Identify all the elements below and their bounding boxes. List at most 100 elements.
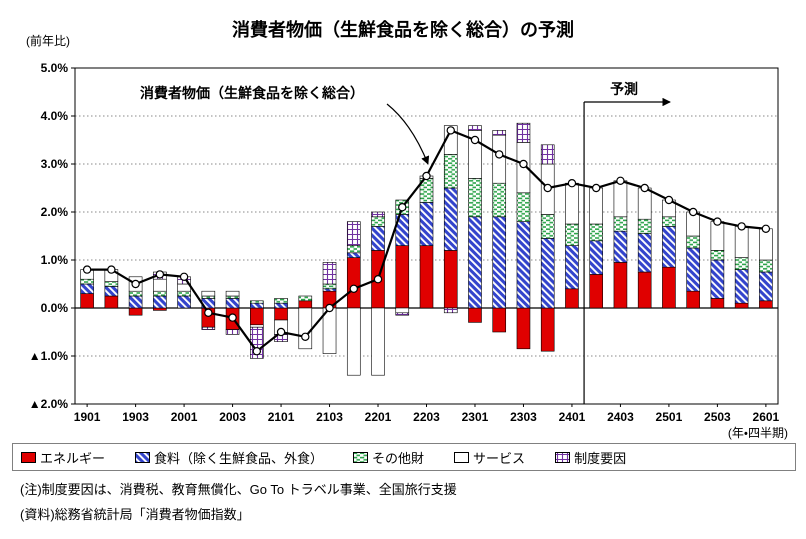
bar-other-goods bbox=[371, 216, 385, 227]
bar-food bbox=[419, 202, 434, 246]
bar-food bbox=[443, 187, 458, 251]
page-title: 消費者物価（生鮮食品を除く総合）の予測 bbox=[232, 20, 574, 40]
x-tick-label: 2503 bbox=[704, 410, 731, 424]
legend-item-services: サービス bbox=[454, 448, 525, 467]
bar-other-goods bbox=[662, 216, 676, 227]
annotation-arrow bbox=[386, 103, 430, 165]
bar-energy bbox=[128, 307, 143, 316]
cpi-line-marker bbox=[470, 135, 480, 145]
cpi-line-marker bbox=[495, 150, 504, 159]
line-annotation-label: 消費者物価（生鮮食品を除く総合） bbox=[140, 85, 364, 101]
bar-services bbox=[298, 307, 313, 350]
bar-services bbox=[565, 182, 579, 225]
cpi-line-marker bbox=[664, 195, 674, 205]
bar-other-goods bbox=[177, 290, 191, 297]
bar-other-goods bbox=[565, 223, 579, 246]
bar-policy-factors bbox=[492, 130, 507, 136]
bar-food bbox=[734, 269, 749, 304]
bar-food bbox=[322, 288, 337, 292]
bar-energy bbox=[662, 266, 676, 309]
cpi-line-marker bbox=[688, 207, 698, 217]
bar-food bbox=[250, 302, 264, 309]
bar-services bbox=[589, 187, 603, 225]
bar-energy bbox=[395, 245, 410, 309]
bar-policy-factors bbox=[395, 312, 410, 316]
x-tick-label: 2001 bbox=[171, 410, 198, 424]
cpi-line-marker bbox=[591, 183, 601, 193]
cpi-line-marker bbox=[398, 202, 407, 212]
bar-food bbox=[468, 216, 482, 309]
bar-other-goods bbox=[540, 214, 555, 239]
cpi-line-marker bbox=[519, 159, 528, 169]
x-tick-label: 2101 bbox=[268, 410, 295, 424]
bar-food bbox=[371, 226, 385, 251]
bar-food bbox=[637, 233, 652, 273]
note-source: (資料)総務省統計局「消費者物価指数」 bbox=[20, 507, 250, 522]
bar-other-goods bbox=[686, 235, 700, 249]
forecast-label: 予測 bbox=[610, 81, 638, 97]
bar-other-goods bbox=[225, 295, 240, 299]
y-tick-label: 0.0% bbox=[41, 301, 69, 315]
cpi-line-marker bbox=[373, 274, 383, 284]
bar-energy bbox=[589, 274, 603, 309]
bar-other-goods bbox=[298, 295, 313, 302]
bar-energy bbox=[492, 307, 507, 333]
x-axis-unit-label: (年・四半期) bbox=[727, 426, 788, 440]
chart-legend: エネルギー 食料（除く生鮮食品、外食） その他財 サービス 制度要因 bbox=[12, 443, 796, 471]
x-tick-label: 2303 bbox=[510, 410, 537, 424]
x-tick-label: 2003 bbox=[219, 410, 246, 424]
cpi-line-marker bbox=[761, 224, 771, 233]
bar-food bbox=[662, 226, 676, 268]
bar-other-goods bbox=[274, 298, 288, 304]
bar-services bbox=[734, 226, 749, 258]
bar-energy bbox=[274, 307, 288, 321]
bar-services bbox=[201, 290, 216, 297]
bar-services bbox=[153, 278, 167, 292]
bar-services bbox=[225, 290, 240, 297]
bar-policy-factors bbox=[322, 262, 337, 285]
bar-energy bbox=[516, 307, 531, 350]
cpi-line-marker bbox=[179, 272, 189, 281]
x-tick-label: 2301 bbox=[462, 410, 489, 424]
x-tick-label: 1901 bbox=[74, 410, 101, 424]
bar-energy bbox=[346, 257, 361, 309]
note-policy-factors: (注)制度要因は、消費税、教育無償化、Go To トラベル事業、全国旅行支援 bbox=[20, 482, 457, 497]
y-tick-label: 1.0% bbox=[41, 253, 69, 267]
bar-other-goods bbox=[346, 245, 361, 254]
bar-food bbox=[710, 259, 725, 299]
bar-food bbox=[177, 295, 191, 309]
y-tick-label: 4.0% bbox=[41, 109, 69, 123]
cpi-line-marker bbox=[713, 217, 722, 226]
bar-food bbox=[80, 283, 94, 294]
bar-energy bbox=[613, 262, 628, 309]
cpi-line-marker bbox=[131, 279, 140, 289]
cpi-line-marker bbox=[640, 183, 649, 193]
legend-item-energy: エネルギー bbox=[21, 448, 105, 467]
bar-food bbox=[346, 252, 361, 258]
bar-energy bbox=[565, 288, 579, 309]
bar-food bbox=[128, 295, 143, 309]
bar-services bbox=[395, 307, 410, 314]
bar-other-goods bbox=[710, 250, 725, 261]
bar-food bbox=[225, 298, 240, 309]
legend-swatch-food bbox=[135, 451, 151, 463]
legend-swatch-services bbox=[454, 451, 470, 463]
cpi-chart: 5.0% 4.0% 3.0% 2.0% 1.0% 0.0% ▲1.0% ▲2.0% 1901 19… bbox=[29, 61, 780, 424]
bar-energy bbox=[637, 271, 652, 309]
cpi-line-marker bbox=[737, 222, 746, 231]
bar-other-goods bbox=[637, 218, 652, 234]
cpi-line-marker bbox=[301, 332, 310, 341]
bar-policy-factors bbox=[468, 125, 482, 131]
bar-other-goods bbox=[322, 283, 337, 290]
bar-other-goods bbox=[443, 154, 458, 189]
bar-other-goods bbox=[613, 216, 628, 232]
bar-other-goods bbox=[80, 278, 94, 285]
bar-policy-factors bbox=[346, 221, 361, 246]
cpi-line-marker bbox=[252, 347, 262, 356]
legend-label-services: サービス bbox=[473, 450, 526, 466]
x-tick-label: 2103 bbox=[316, 410, 343, 424]
legend-swatch-other-goods bbox=[353, 451, 369, 463]
cpi-line-marker bbox=[107, 265, 116, 274]
legend-label-other-goods: その他財 bbox=[372, 450, 425, 466]
